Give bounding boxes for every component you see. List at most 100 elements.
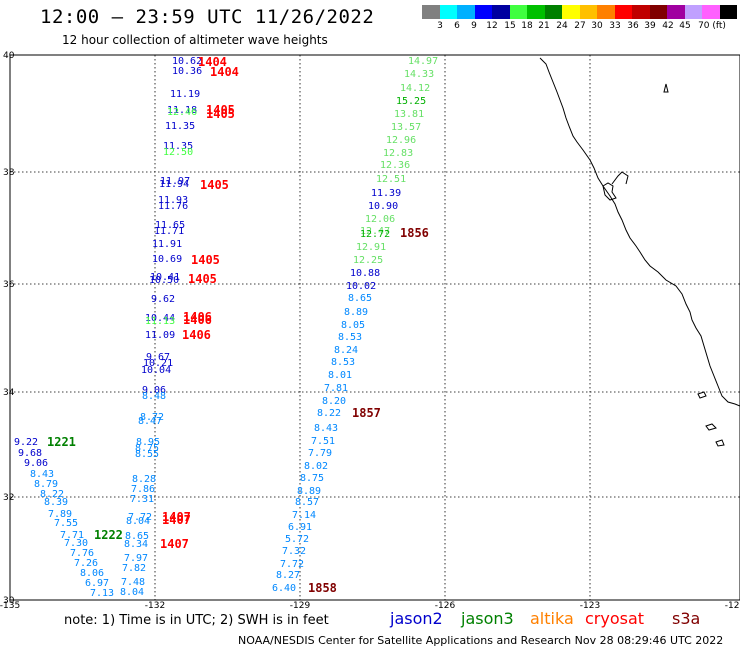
latitude-label: 36 bbox=[3, 280, 15, 290]
wave-height-value: 8.57 bbox=[295, 497, 319, 508]
wave-height-value: 8.20 bbox=[322, 396, 346, 407]
legend-swatch bbox=[562, 5, 580, 19]
satellite-name: cryosat bbox=[585, 609, 645, 628]
satellite-name: altika bbox=[530, 609, 574, 628]
longitude-label: -132 bbox=[145, 601, 165, 610]
pass-time-value: 1406 bbox=[182, 328, 211, 342]
wave-height-value: 8.01 bbox=[328, 370, 352, 381]
sf-bay-outline bbox=[602, 182, 617, 201]
color-scale-labels: 3 6 9 12 15 18 21 24 27 30 33 36 39 42 45 70 (ft) bbox=[422, 21, 740, 33]
longitude-label: -120 bbox=[725, 601, 740, 610]
wave-height-value: 10.69 bbox=[152, 254, 182, 265]
pass-time-value: 1858 bbox=[308, 581, 337, 595]
wave-height-value: 10.36 bbox=[172, 66, 202, 77]
wave-height-value: 12.83 bbox=[383, 148, 413, 159]
island-3 bbox=[715, 439, 725, 447]
wave-height-value: 12.91 bbox=[356, 242, 386, 253]
wave-height-value: 10.04 bbox=[141, 365, 171, 376]
pass-time-value: 1221 bbox=[47, 435, 76, 449]
altimeter-map: 40 38 36 34 32 30-135 -132 -129 -126 -123 -120 10.… bbox=[0, 51, 740, 610]
pass-time-labels: 1404140414051405140514051405140614061406… bbox=[47, 55, 429, 595]
wave-height-value: 11.35 bbox=[165, 121, 195, 132]
legend-label: 42 bbox=[662, 21, 674, 31]
wave-height-value: 8.65 bbox=[348, 293, 372, 304]
wave-height-value: 10.50 bbox=[149, 275, 179, 286]
wave-height-value: 11.91 bbox=[152, 239, 182, 250]
legend-label: 6 bbox=[454, 21, 460, 31]
pass-time-value: 1405 bbox=[206, 107, 235, 121]
wave-height-value: 8.55 bbox=[135, 449, 159, 460]
legend-swatch bbox=[597, 5, 615, 19]
legend-swatch bbox=[632, 5, 650, 19]
wave-height-value: 11.18 bbox=[167, 105, 197, 116]
wave-height-value: 8.22 bbox=[317, 408, 341, 419]
legend-swatch bbox=[667, 5, 685, 19]
legend-label: 21 bbox=[538, 21, 550, 31]
satellite-name: jason3 bbox=[461, 609, 514, 628]
wave-height-value: 8.24 bbox=[334, 345, 358, 356]
pass-time-value: 1404 bbox=[198, 55, 227, 69]
legend-label: 3 bbox=[437, 21, 443, 31]
legend-label: 36 bbox=[627, 21, 639, 31]
pass-time-value: 1405 bbox=[188, 272, 217, 286]
legend-label: 18 bbox=[521, 21, 533, 31]
page-title: 12:00 – 23:59 UTC 11/26/2022 bbox=[40, 6, 375, 28]
island-2 bbox=[697, 391, 707, 399]
legend-label: 33 bbox=[609, 21, 621, 31]
wave-height-value: 11.94 bbox=[159, 179, 189, 190]
wave-height-value: 9.62 bbox=[151, 294, 175, 305]
wave-height-value: 7.82 bbox=[122, 563, 146, 574]
wave-height-value: 10.21 bbox=[143, 358, 173, 369]
pass-time-value: 1405 bbox=[191, 253, 220, 267]
wave-height-value: 8.43 bbox=[314, 423, 338, 434]
coastline bbox=[539, 57, 740, 447]
wave-height-value: 8.34 bbox=[124, 539, 148, 550]
latitude-label: 38 bbox=[3, 168, 15, 178]
wave-height-value: 8.53 bbox=[331, 357, 355, 368]
latitude-label: 30 bbox=[3, 596, 15, 606]
wave-height-value: 8.72 bbox=[140, 412, 164, 423]
wave-height-value: 10.41 bbox=[150, 272, 180, 283]
wave-height-value: 8.89 bbox=[297, 486, 321, 497]
wave-height-value: 5.72 bbox=[285, 534, 309, 545]
pass-time-value: 1856 bbox=[400, 226, 429, 240]
legend-label: 30 bbox=[591, 21, 603, 31]
legend-swatch bbox=[422, 5, 440, 19]
pass-time-value: 1405 bbox=[206, 103, 235, 117]
wave-height-value: 7.76 bbox=[70, 548, 94, 559]
legend-swatch bbox=[614, 5, 632, 19]
longitude-label: -135 bbox=[0, 601, 20, 610]
wave-height-value: 8.48 bbox=[142, 391, 166, 402]
wave-height-value: 7.32 bbox=[282, 546, 306, 557]
legend-swatch bbox=[439, 5, 457, 19]
wave-height-value: 7.30 bbox=[64, 538, 88, 549]
map-graticule: 40 38 36 34 32 30-135 -132 -129 -126 -123 -120 bbox=[0, 51, 740, 610]
pass-time-value: 1404 bbox=[210, 65, 239, 79]
color-scale-legend bbox=[422, 5, 737, 19]
wave-height-value: 11.97 bbox=[160, 176, 190, 187]
wave-height-value: 7.13 bbox=[90, 588, 114, 599]
longitude-label: -129 bbox=[290, 601, 311, 610]
wave-height-value: 7.55 bbox=[54, 518, 78, 529]
wave-height-value: 8.27 bbox=[276, 570, 300, 581]
legend-label: 45 bbox=[679, 21, 691, 31]
legend-label: 27 bbox=[574, 21, 586, 31]
legend-swatch bbox=[579, 5, 597, 19]
longitude-label: -126 bbox=[435, 601, 456, 610]
latitude-label: 32 bbox=[3, 493, 14, 503]
wave-height-value: 7.89 bbox=[48, 509, 72, 520]
legend-swatch bbox=[544, 5, 562, 19]
wave-height-value: 8.02 bbox=[304, 461, 328, 472]
legend-swatch bbox=[509, 5, 527, 19]
legend-swatch bbox=[457, 5, 475, 19]
wave-height-value: 8.06 bbox=[80, 568, 104, 579]
wave-height-value: 12.47 bbox=[360, 226, 390, 237]
island-1 bbox=[705, 423, 717, 431]
wave-height-value: 6.40 bbox=[272, 583, 296, 594]
wave-height-value: 10.62 bbox=[172, 56, 202, 67]
wave-height-value: 14.12 bbox=[400, 83, 430, 94]
wave-height-value: 10.44 bbox=[145, 313, 175, 324]
map-frame bbox=[9, 54, 740, 601]
pass-time-value: 1405 bbox=[200, 178, 229, 192]
legend-swatch bbox=[684, 5, 702, 19]
